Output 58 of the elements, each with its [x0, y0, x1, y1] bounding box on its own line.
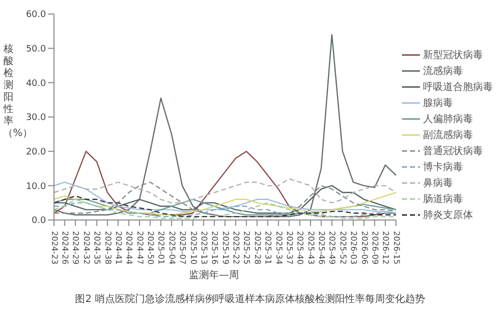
x-tick-label: 2024-47	[135, 231, 144, 264]
line-series	[53, 192, 397, 216]
x-tick-label: 2025-16	[210, 231, 220, 264]
legend-label: 肠道病毒	[423, 192, 463, 206]
y-tick-label: 0.0	[32, 216, 46, 226]
y-tick-label: 50.0	[26, 44, 46, 55]
y-tick-label: 20.0	[26, 148, 46, 158]
legend-label: 新型冠状病毒	[423, 48, 483, 62]
legend-label: 普通冠状病毒	[423, 144, 483, 158]
x-tick-label: 2025-10	[188, 231, 198, 264]
x-tick-label: 2026-09	[370, 231, 380, 264]
x-tick-label: 2026-12	[381, 231, 390, 264]
legend-label: 副流感病毒	[423, 128, 473, 142]
x-tick-label: 2025-34	[274, 231, 284, 264]
y-tick-label: 40.0	[26, 78, 46, 89]
legend-label: 流感病毒	[423, 64, 463, 78]
x-tick-label: 2024-32	[82, 231, 91, 264]
x-tick-label: 2025-25	[242, 231, 252, 264]
x-tick-label: 2024-35	[92, 231, 102, 264]
x-tick-label: 2024-44	[124, 231, 134, 264]
line-series	[53, 195, 397, 218]
x-tick-label: 2026-06	[360, 231, 369, 264]
x-tick-label: 2025-07	[178, 231, 188, 264]
y-tick-label: 60.0	[26, 10, 46, 20]
x-tick-label: 2024-38	[103, 231, 112, 264]
x-tick-label: 2025-31	[264, 231, 273, 264]
x-tick-label: 2026-15	[392, 231, 401, 264]
x-tick-label: 2025-52	[338, 231, 348, 264]
legend-label: 呼吸道合胞病毒	[423, 80, 493, 94]
x-tick-label: 2025-04	[167, 231, 176, 264]
legend-label: 肺炎支原体	[423, 208, 473, 222]
line-series	[53, 34, 397, 218]
x-tick-label: 2025-22	[232, 231, 240, 264]
x-tick-label: 2025-40	[296, 231, 305, 264]
x-tick-label: 2025-49	[328, 231, 337, 264]
x-tick-label: 2025-46	[317, 231, 326, 264]
x-tick-label: 2024-41	[114, 231, 123, 264]
caption: 图2 哨点医院门急诊流感样病例呼吸道样本病原体核酸检测阳性率每周变化趋势	[74, 292, 426, 306]
legend-label: 博卡病毒	[423, 160, 463, 174]
legend-label: 鼻病毒	[423, 176, 453, 190]
line-series	[53, 202, 397, 218]
x-tick-label: 2024-26	[60, 231, 70, 264]
x-tick-label: 2024-29	[71, 231, 80, 264]
x-tick-label: 2025-01	[156, 231, 166, 264]
x-tick-label: 2025-37	[284, 231, 294, 264]
x-axis-title: 监测年—周	[188, 268, 240, 282]
x-tick-label: 2024-23	[50, 231, 59, 264]
x-tick-label: 2025-13	[199, 231, 208, 264]
y-tick-label: 10.0	[26, 182, 46, 192]
x-tick-label: 2024-50	[146, 231, 155, 264]
line-series	[53, 178, 397, 204]
x-tick-label: 2026-03	[349, 231, 358, 264]
legend-label: 人偏肺病毒	[423, 112, 473, 126]
legend-label: 腺病毒	[423, 96, 453, 110]
y-tick-label: 30.0	[26, 113, 46, 124]
x-tick-label: 2025-19	[220, 231, 230, 264]
x-tick-label: 2025-43	[306, 231, 316, 264]
x-tick-label: 2025-28	[252, 231, 262, 264]
